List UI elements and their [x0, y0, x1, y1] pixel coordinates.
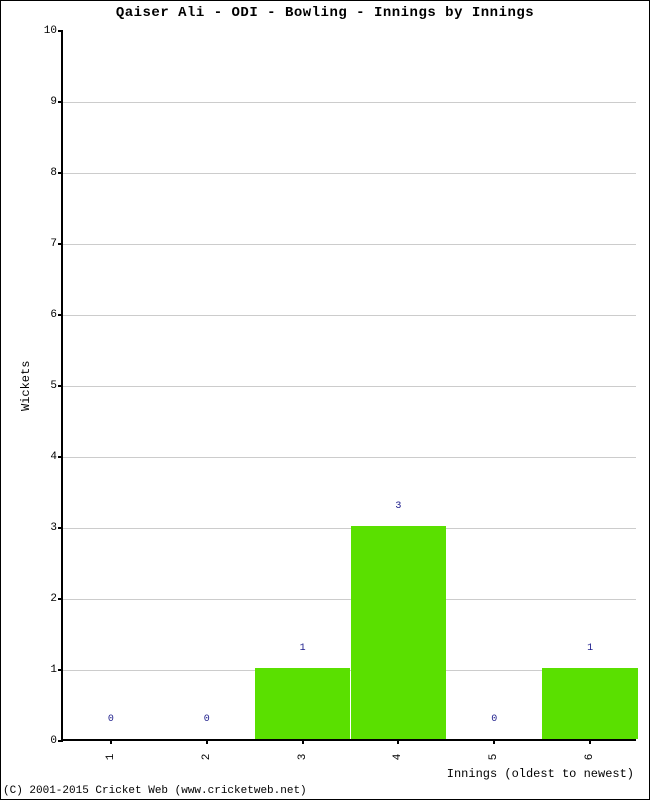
- x-tick-mark: [589, 739, 591, 744]
- bar-value-label: 3: [395, 501, 401, 512]
- bar-value-label: 0: [108, 714, 114, 725]
- chart-container: Qaiser Ali - ODI - Bowling - Innings by …: [0, 0, 650, 800]
- gridline: [63, 528, 636, 529]
- x-tick-label: 5: [488, 754, 500, 761]
- x-tick-label: 1: [105, 754, 117, 761]
- bar: [351, 526, 447, 739]
- y-tick-label: 6: [50, 309, 57, 321]
- y-tick-mark: [58, 740, 63, 742]
- y-tick-label: 9: [50, 96, 57, 108]
- y-tick-label: 3: [50, 522, 57, 534]
- y-tick-mark: [58, 101, 63, 103]
- gridline: [63, 173, 636, 174]
- gridline: [63, 244, 636, 245]
- y-tick-mark: [58, 172, 63, 174]
- plot-area: 012345678910010213340516: [61, 31, 636, 741]
- x-tick-mark: [397, 739, 399, 744]
- copyright-text: (C) 2001-2015 Cricket Web (www.cricketwe…: [3, 785, 307, 797]
- x-tick-mark: [110, 739, 112, 744]
- gridline: [63, 102, 636, 103]
- bar-value-label: 1: [300, 643, 306, 654]
- y-tick-mark: [58, 243, 63, 245]
- y-tick-label: 10: [44, 25, 57, 37]
- y-tick-mark: [58, 456, 63, 458]
- y-tick-label: 5: [50, 380, 57, 392]
- bar-value-label: 0: [204, 714, 210, 725]
- y-tick-mark: [58, 314, 63, 316]
- y-tick-mark: [58, 598, 63, 600]
- y-tick-mark: [58, 527, 63, 529]
- x-tick-mark: [302, 739, 304, 744]
- x-tick-mark: [493, 739, 495, 744]
- y-tick-mark: [58, 669, 63, 671]
- y-axis-title: Wickets: [19, 361, 33, 411]
- bar-value-label: 0: [491, 714, 497, 725]
- y-tick-mark: [58, 30, 63, 32]
- gridline: [63, 386, 636, 387]
- x-axis-title: Innings (oldest to newest): [447, 767, 634, 781]
- chart-title: Qaiser Ali - ODI - Bowling - Innings by …: [1, 5, 649, 21]
- bar-value-label: 1: [587, 643, 593, 654]
- y-tick-label: 1: [50, 664, 57, 676]
- x-tick-label: 3: [297, 754, 309, 761]
- gridline: [63, 315, 636, 316]
- y-tick-label: 0: [50, 735, 57, 747]
- x-tick-mark: [206, 739, 208, 744]
- y-tick-label: 2: [50, 593, 57, 605]
- y-tick-label: 8: [50, 167, 57, 179]
- y-tick-mark: [58, 385, 63, 387]
- x-tick-label: 2: [201, 754, 213, 761]
- gridline: [63, 599, 636, 600]
- y-tick-label: 4: [50, 451, 57, 463]
- bar: [542, 668, 638, 739]
- x-tick-label: 4: [392, 754, 404, 761]
- gridline: [63, 457, 636, 458]
- y-tick-label: 7: [50, 238, 57, 250]
- x-tick-label: 6: [584, 754, 596, 761]
- bar: [255, 668, 351, 739]
